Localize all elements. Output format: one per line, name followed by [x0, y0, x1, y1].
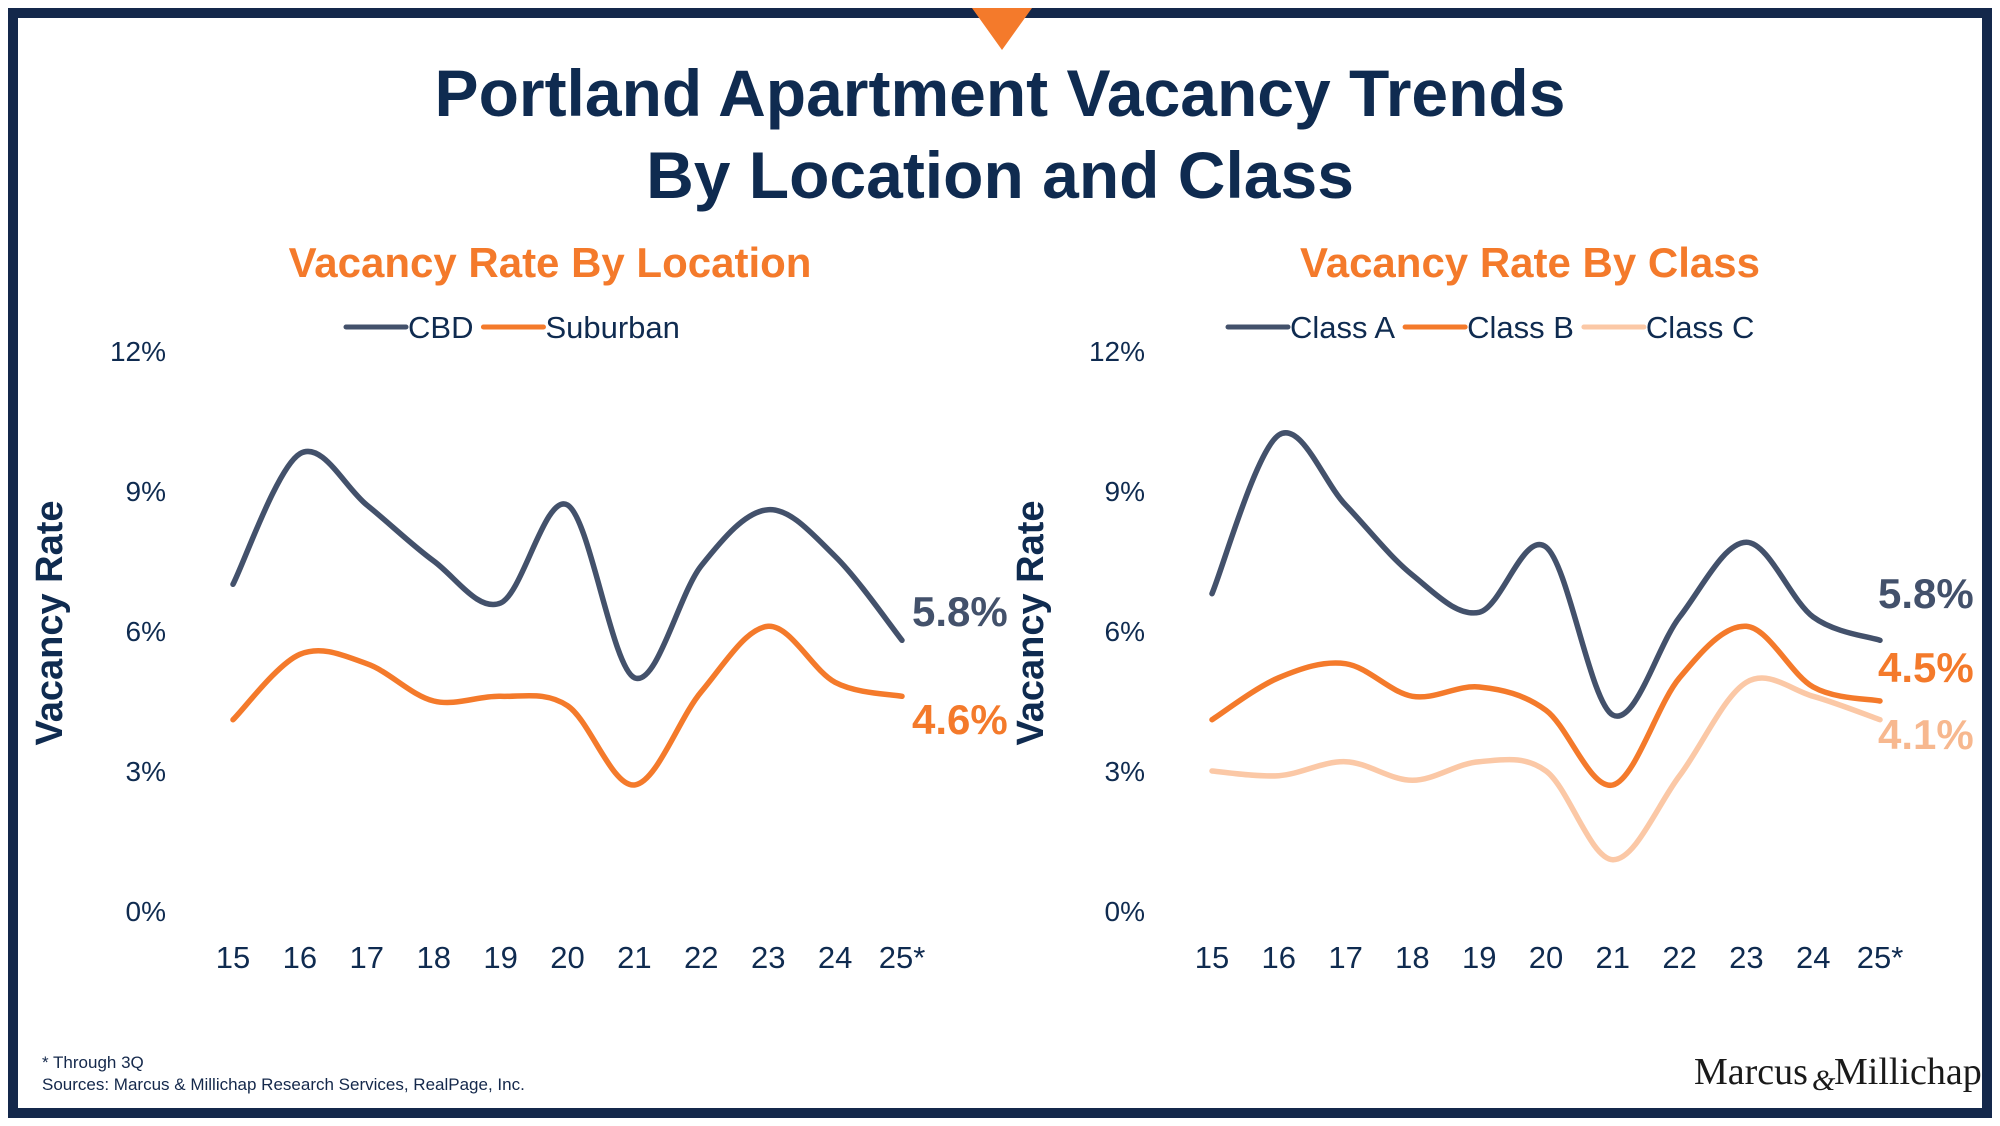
- chart-2-x-tick: 16: [1262, 940, 1296, 975]
- chart-1-x-tick: 20: [550, 940, 584, 975]
- chart-2-x-tick: 22: [1662, 940, 1696, 975]
- chart-2-x-tick: 23: [1729, 940, 1763, 975]
- chart-1-series-line-suburban: [230, 623, 905, 788]
- chart-2-x-tick: 17: [1328, 940, 1362, 975]
- slide-title-line-2: By Location and Class: [646, 138, 1354, 212]
- chart-1-series-line-cbd: [230, 448, 905, 681]
- legend-label-1-2: Suburban: [545, 310, 679, 345]
- logo-text-ampersand: &: [1812, 1064, 1836, 1097]
- slide-frame: [8, 8, 1992, 1118]
- chart-2-title: Vacancy Rate By Class: [1300, 239, 1760, 286]
- chart-1-y-axis-label: Vacancy Rate: [29, 500, 71, 745]
- legend-label-1-1: CBD: [408, 310, 473, 345]
- chart-1-x-tick: 22: [684, 940, 718, 975]
- chart-2-series-line-class-b: [1209, 623, 1883, 788]
- chart-1-y-tick: 0%: [126, 896, 166, 927]
- chart-1-x-tick: 23: [751, 940, 785, 975]
- chart-1-y-tick: 6%: [126, 616, 166, 647]
- chart-1-x-tick: 19: [483, 940, 517, 975]
- chart-2-x-tick: 18: [1395, 940, 1429, 975]
- chart-1-end-label-cbd: 5.8%: [912, 588, 1008, 635]
- chart-1-y-tick: 9%: [126, 476, 166, 507]
- chart-1-title: Vacancy Rate By Location: [289, 239, 812, 286]
- chart-2-y-tick: 0%: [1105, 896, 1145, 927]
- logo-text-marcus: Marcus: [1694, 1051, 1808, 1093]
- slide-title: Portland Apartment Vacancy Trends By Loc…: [0, 52, 2000, 216]
- footnote-sources: Sources: Marcus & Millichap Research Ser…: [42, 1075, 525, 1094]
- chart-2-y-tick: 6%: [1105, 616, 1145, 647]
- chart-2-series-line-class-a: [1209, 430, 1883, 719]
- logo-text-millichap: Millichap: [1834, 1051, 1982, 1093]
- chart-2-x-tick: 25*: [1857, 940, 1904, 975]
- chart-2-end-label-class-c: 4.1%: [1878, 711, 1974, 758]
- chart-2-y-axis-label: Vacancy Rate: [1010, 500, 1052, 745]
- marcus-millichap-logo: Marcus & Millichap: [1690, 1048, 1982, 1100]
- chart-1-y-tick: 12%: [110, 336, 166, 367]
- chart-1-x-tick: 24: [818, 940, 852, 975]
- orange-notch-marker: [972, 8, 1032, 50]
- chart-2-y-tick: 3%: [1105, 756, 1145, 787]
- chart-1-x-tick: 15: [216, 940, 250, 975]
- chart-2-end-label-class-a: 5.8%: [1878, 570, 1974, 617]
- chart-2-x-tick: 20: [1529, 940, 1563, 975]
- legend-label-2-2: Class B: [1467, 310, 1574, 345]
- legend-label-2-3: Class C: [1646, 310, 1755, 345]
- chart-1-end-label-suburban: 4.6%: [912, 696, 1008, 743]
- chart-1-x-tick: 17: [350, 940, 384, 975]
- chart-2-x-tick: 19: [1462, 940, 1496, 975]
- chart-1-x-tick: 16: [283, 940, 317, 975]
- slide-title-line-1: Portland Apartment Vacancy Trends: [434, 56, 1566, 130]
- footnote-through-3q: * Through 3Q: [42, 1053, 144, 1072]
- chart-2-y-tick: 9%: [1105, 476, 1145, 507]
- chart-2-x-tick: 21: [1596, 940, 1630, 975]
- chart-1-y-tick: 3%: [126, 756, 166, 787]
- chart-1-x-tick: 18: [416, 940, 450, 975]
- chart-2-x-tick: 15: [1195, 940, 1229, 975]
- chart-1-x-tick: 25*: [879, 940, 926, 975]
- chart-1-x-tick: 21: [617, 940, 651, 975]
- legend-label-2-1: Class A: [1290, 310, 1395, 345]
- chart-2-end-label-class-b: 4.5%: [1878, 644, 1974, 691]
- chart-2-y-tick: 12%: [1089, 336, 1145, 367]
- chart-2-series-line-class-c: [1209, 675, 1883, 863]
- chart-2-x-tick: 24: [1796, 940, 1830, 975]
